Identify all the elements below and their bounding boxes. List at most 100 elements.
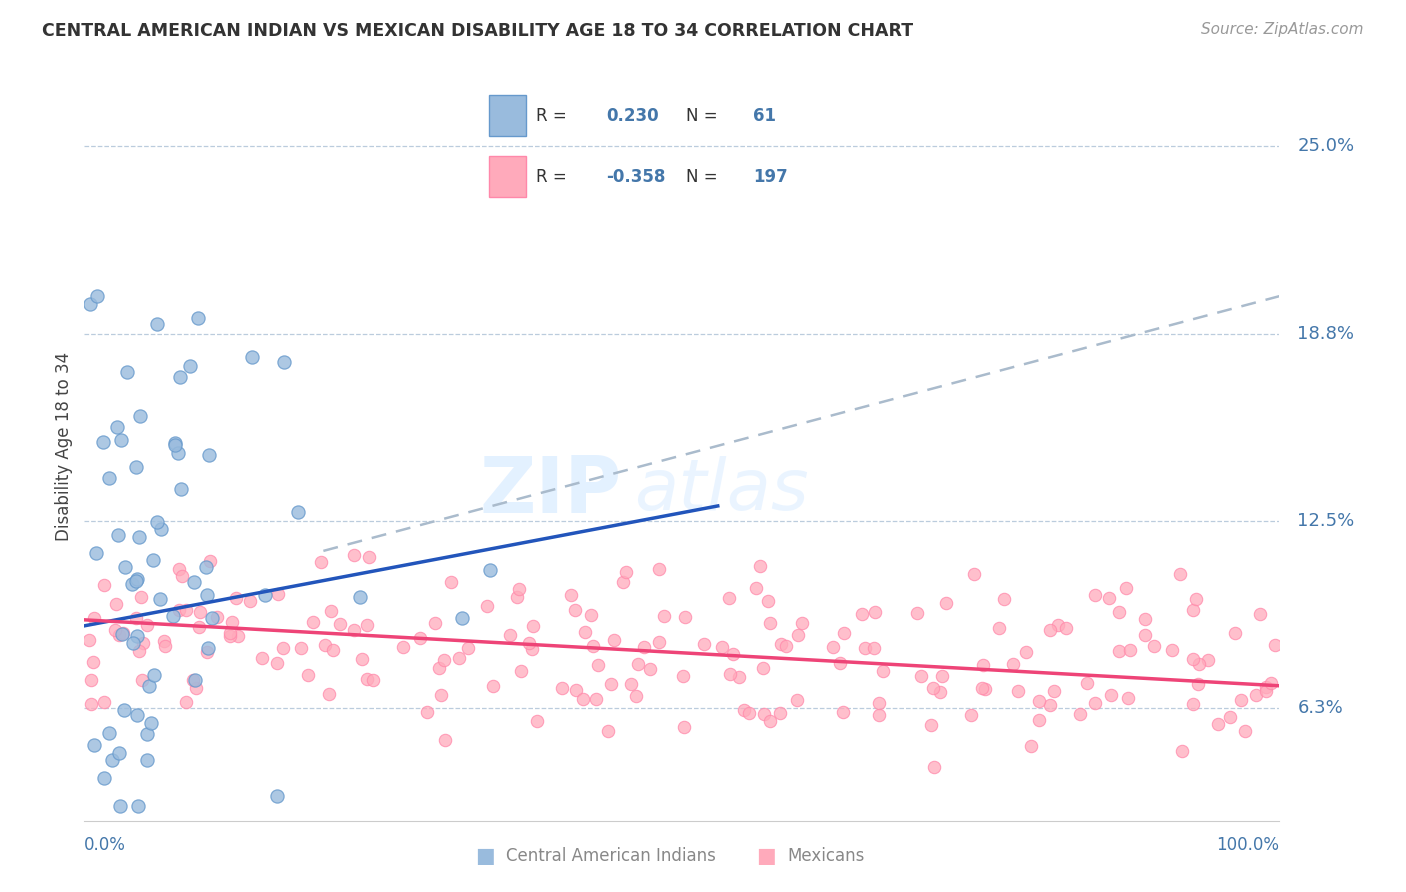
- Point: [821, 640, 844, 654]
- Point: [831, 706, 853, 720]
- Point: [1143, 640, 1166, 654]
- Point: [273, 355, 295, 369]
- Point: [519, 636, 541, 650]
- Point: [131, 673, 153, 688]
- Point: [361, 673, 384, 687]
- Point: [108, 746, 131, 760]
- Point: [136, 753, 159, 767]
- Point: [201, 611, 224, 625]
- Point: [301, 615, 323, 630]
- Point: [721, 647, 744, 661]
- Point: [522, 618, 544, 632]
- Point: [745, 582, 768, 596]
- Point: [1187, 657, 1209, 671]
- Point: [671, 669, 693, 683]
- Point: [1099, 688, 1122, 702]
- Point: [139, 715, 162, 730]
- Point: [728, 670, 751, 684]
- Point: [343, 548, 366, 562]
- Point: [311, 555, 333, 569]
- Point: [218, 626, 240, 640]
- Point: [142, 552, 165, 566]
- Point: [174, 695, 197, 709]
- Point: [267, 587, 290, 601]
- Point: [756, 593, 779, 607]
- Text: atlas: atlas: [634, 457, 808, 525]
- Point: [1115, 581, 1137, 595]
- Point: [868, 707, 890, 722]
- Point: [108, 798, 131, 813]
- Point: [759, 714, 782, 729]
- Point: [254, 588, 277, 602]
- Point: [520, 642, 543, 657]
- Point: [290, 640, 312, 655]
- Point: [1254, 684, 1277, 698]
- Point: [143, 667, 166, 681]
- Point: [239, 593, 262, 607]
- Point: [356, 617, 378, 632]
- Point: [434, 732, 457, 747]
- Point: [586, 657, 609, 672]
- Point: [620, 677, 643, 691]
- Point: [638, 663, 661, 677]
- Point: [920, 718, 942, 732]
- Point: [1219, 710, 1241, 724]
- Point: [98, 725, 121, 739]
- Point: [319, 604, 342, 618]
- Point: [963, 567, 986, 582]
- Text: Source: ZipAtlas.com: Source: ZipAtlas.com: [1201, 22, 1364, 37]
- Point: [127, 708, 149, 723]
- Point: [652, 608, 675, 623]
- Point: [1181, 697, 1204, 711]
- Point: [1206, 717, 1229, 731]
- Point: [970, 681, 993, 696]
- Point: [752, 661, 775, 675]
- Point: [197, 641, 219, 656]
- Point: [93, 771, 115, 785]
- Point: [596, 724, 619, 739]
- Point: [993, 592, 1015, 607]
- Point: [787, 627, 810, 641]
- Point: [599, 677, 621, 691]
- Point: [129, 590, 152, 604]
- Point: [508, 582, 530, 596]
- Point: [627, 657, 650, 671]
- Point: [111, 626, 134, 640]
- Point: [1108, 605, 1130, 619]
- Point: [174, 603, 197, 617]
- Point: [614, 565, 637, 579]
- Point: [1160, 643, 1182, 657]
- Point: [172, 568, 194, 582]
- Point: [297, 668, 319, 682]
- Point: [786, 693, 808, 707]
- Point: [1181, 603, 1204, 617]
- Point: [754, 707, 776, 722]
- Point: [195, 645, 218, 659]
- Point: [107, 528, 129, 542]
- Point: [1135, 628, 1157, 642]
- Point: [329, 616, 352, 631]
- Point: [564, 603, 586, 617]
- Point: [149, 522, 172, 536]
- Point: [165, 438, 187, 452]
- Point: [138, 679, 160, 693]
- Point: [125, 610, 148, 624]
- Point: [127, 798, 149, 813]
- Point: [271, 641, 294, 656]
- Point: [693, 637, 716, 651]
- Point: [1197, 653, 1219, 667]
- Point: [117, 365, 139, 379]
- Text: ■: ■: [756, 847, 776, 866]
- Point: [128, 644, 150, 658]
- Point: [83, 611, 105, 625]
- Point: [194, 559, 217, 574]
- Point: [574, 624, 596, 639]
- Point: [1264, 638, 1286, 652]
- Point: [221, 615, 243, 629]
- Point: [673, 610, 696, 624]
- Point: [834, 626, 856, 640]
- Point: [132, 636, 155, 650]
- Point: [128, 409, 150, 423]
- Point: [853, 640, 876, 655]
- Text: 6.3%: 6.3%: [1298, 699, 1343, 717]
